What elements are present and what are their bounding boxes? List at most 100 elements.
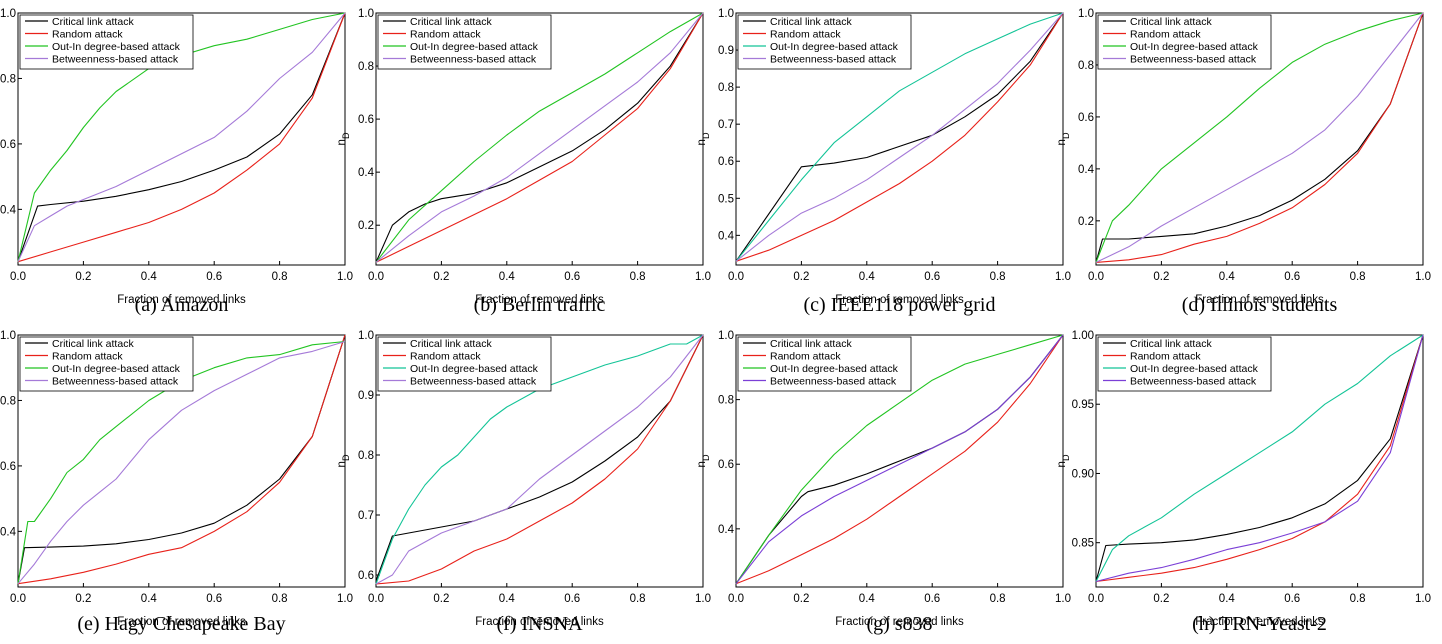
chart-panel-h: 0.0 0.2 0.4 0.6 0.8 1.0 0.85 0.90 0.95 1.00 Fracti… [1056, 322, 1440, 644]
y-axis-label: nD [696, 454, 711, 467]
legend-box [19, 336, 194, 392]
legend-entry: Betweenness-based attack [410, 376, 537, 388]
legend-entry: Betweenness-based attack [1130, 376, 1257, 388]
x-tick-label: 1.0 [1415, 593, 1431, 605]
panel-caption: (a) Amazon [135, 294, 229, 316]
x-tick-label: 1.0 [1415, 271, 1431, 283]
legend-entry: Critical link attack [410, 338, 492, 350]
chart-svg-d: 0.0 0.2 0.4 0.6 0.8 1.0 0.2 0.4 0.6 0.8 1.0 Fractio… [1056, 8, 1431, 316]
y-tick-label: 0.9 [358, 390, 374, 402]
y-tick-label: 1.0 [0, 8, 16, 20]
x-tick-label: 0.0 [728, 593, 744, 605]
series-line-2 [17, 12, 346, 263]
legend-box [1097, 14, 1272, 70]
x-tick-label: 0.6 [206, 271, 222, 283]
series-line-1 [375, 12, 704, 263]
legend-entry: Critical link attack [52, 16, 134, 28]
y-tick-label: 0.6 [358, 114, 374, 126]
x-tick-label: 0.2 [75, 271, 91, 283]
chart-svg-f: 0.0 0.2 0.4 0.6 0.8 1.0 0.6 0.7 0.8 0.9 1.0 Fractio… [336, 330, 711, 635]
x-tick-label: 0.4 [141, 271, 158, 283]
series-line-3 [17, 340, 346, 584]
y-tick-label: 0.90 [1072, 468, 1094, 480]
legend-entry: Critical link attack [410, 16, 492, 28]
legend-entry: Random attack [1130, 29, 1201, 41]
y-tick-label: 0.6 [718, 459, 734, 471]
series-line-3 [1095, 12, 1424, 263]
legend-box [737, 336, 912, 392]
plot-frame [375, 334, 704, 588]
y-tick-label: 0.7 [718, 119, 734, 131]
chart-panel-b: 0.0 0.2 0.4 0.6 0.8 1.0 0.2 0.4 0.6 0.8 1.0 Fractio… [336, 0, 720, 322]
y-tick-label: 0.8 [358, 450, 374, 462]
y-axis-label: nD [696, 132, 711, 145]
legend-entry: Random attack [52, 29, 123, 41]
y-tick-label: 0.4 [718, 230, 735, 242]
legend-entry: Out-In degree-based attack [1130, 363, 1259, 375]
legend-entry: Out-In degree-based attack [1130, 41, 1259, 53]
series-line-4 [375, 334, 704, 585]
y-tick-label: 0.6 [358, 570, 374, 582]
chart-panel-g: 0.0 0.2 0.4 0.6 0.8 1.0 0.4 0.6 0.8 1.0 Fraction o… [696, 322, 1080, 644]
plot-frame [375, 12, 704, 266]
x-tick-label: 0.2 [793, 593, 809, 605]
series-line-1 [375, 334, 704, 582]
series-line-2 [17, 334, 346, 585]
y-tick-label: 1.0 [718, 330, 734, 342]
x-tick-label: 0.2 [1153, 593, 1169, 605]
y-tick-label: 0.4 [0, 204, 17, 216]
x-tick-label: 0.0 [368, 593, 384, 605]
series-line-2 [1095, 12, 1424, 263]
legend-entry: Betweenness-based attack [410, 54, 537, 66]
plot-frame [1095, 334, 1424, 588]
y-axis-label: nD [1056, 454, 1071, 467]
x-tick-label: 0.0 [10, 271, 26, 283]
legend-entry: Betweenness-based attack [1130, 54, 1257, 66]
x-tick-label: 0.6 [206, 593, 222, 605]
y-axis-label: nD [336, 132, 351, 145]
series-line-4 [735, 334, 1064, 585]
x-tick-label: 1.0 [695, 593, 711, 605]
legend-box [377, 14, 552, 70]
x-tick-label: 0.4 [859, 271, 876, 283]
legend-entry: Out-In degree-based attack [410, 363, 539, 375]
chart-svg-c: 0.0 0.2 0.4 0.6 0.8 1.0 0.4 0.5 0.6 0.7 0.8 0.9 1.0 F… [696, 8, 1071, 316]
y-tick-label: 0.9 [718, 45, 734, 57]
panel-caption: (g) s838 [866, 613, 932, 635]
x-tick-label: 0.4 [499, 271, 516, 283]
legend-entry: Random attack [1130, 351, 1201, 363]
y-tick-label: 0.4 [358, 167, 375, 179]
legend-entry: Betweenness-based attack [52, 54, 179, 66]
series-line-3 [375, 12, 704, 263]
series-line-4 [17, 340, 346, 585]
panel-caption: (b) Berlin traffic [474, 294, 606, 316]
y-tick-label: 1.0 [0, 330, 16, 342]
x-tick-label: 0.2 [793, 271, 809, 283]
series-line-3 [1095, 334, 1424, 582]
chart-svg-a: 0.0 0.2 0.4 0.6 0.8 1.0 0.4 0.6 0.8 1.0 Fraction o… [0, 8, 353, 316]
series-line-3 [735, 334, 1064, 585]
series-line-1 [735, 12, 1064, 262]
x-tick-label: 0.6 [924, 271, 940, 283]
panel-caption: (f) INSNA [496, 613, 583, 635]
x-tick-label: 0.6 [1284, 271, 1300, 283]
y-tick-label: 0.4 [1078, 164, 1095, 176]
x-axis-label: Fraction of removed links [117, 294, 246, 306]
y-tick-label: 1.0 [1078, 8, 1094, 20]
chart-panel-f: 0.0 0.2 0.4 0.6 0.8 1.0 0.6 0.7 0.8 0.9 1.0 Fractio… [336, 322, 720, 644]
x-tick-label: 0.4 [1219, 593, 1236, 605]
legend-entry: Critical link attack [52, 338, 134, 350]
plot-frame [735, 12, 1064, 266]
chart-svg-g: 0.0 0.2 0.4 0.6 0.8 1.0 0.4 0.6 0.8 1.0 Fraction o… [696, 330, 1071, 635]
chart-panel-e: 0.0 0.2 0.4 0.6 0.8 1.0 0.4 0.6 0.8 1.0 Fraction o… [0, 322, 360, 644]
legend-box [19, 14, 194, 70]
y-tick-label: 0.8 [718, 82, 734, 94]
y-tick-label: 0.85 [1072, 538, 1094, 550]
x-axis-label: Fraction of removed links [1195, 616, 1324, 628]
chart-svg-h: 0.0 0.2 0.4 0.6 0.8 1.0 0.85 0.90 0.95 1.00 Fracti… [1056, 330, 1431, 635]
x-tick-label: 0.8 [630, 271, 646, 283]
legend-entry: Betweenness-based attack [770, 54, 897, 66]
series-line-3 [735, 12, 1064, 262]
y-tick-label: 0.8 [0, 395, 16, 407]
